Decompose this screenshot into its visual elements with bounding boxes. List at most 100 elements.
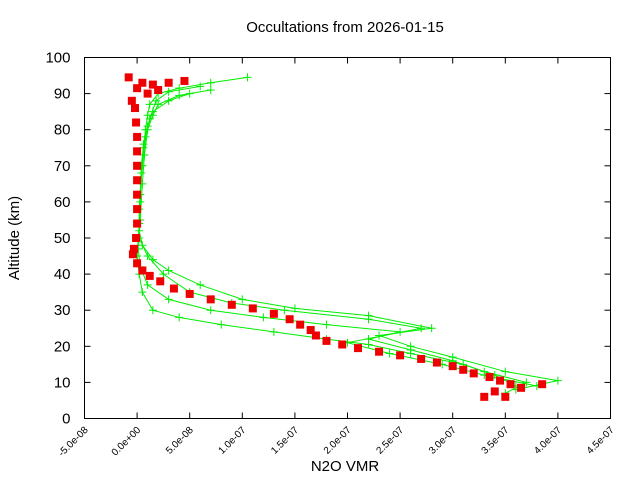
x-tick-label: 4.5e-07 xyxy=(585,425,617,457)
data-point-square xyxy=(128,250,137,259)
data-point-plus xyxy=(364,340,373,349)
series-0 xyxy=(135,73,562,394)
data-point-square xyxy=(338,340,347,349)
data-point-plus xyxy=(154,100,163,109)
data-point-square xyxy=(145,271,154,280)
data-point-plus xyxy=(140,150,149,159)
data-point-plus xyxy=(185,89,194,98)
data-point-plus xyxy=(322,320,331,329)
y-axis-label: Altitude (km) xyxy=(6,196,23,280)
data-point-plus xyxy=(217,320,226,329)
data-point-square xyxy=(180,76,189,85)
data-point-square xyxy=(227,300,236,309)
data-point-plus xyxy=(138,288,147,297)
data-point-plus xyxy=(175,313,184,322)
data-point-square xyxy=(164,78,173,87)
data-point-square xyxy=(133,147,142,156)
data-point-square xyxy=(496,376,505,385)
data-point-square xyxy=(148,80,157,89)
plot-marks xyxy=(124,73,562,401)
data-point-square xyxy=(517,383,526,392)
series-4 xyxy=(124,73,547,401)
data-point-plus xyxy=(364,315,373,324)
plot-frame xyxy=(84,57,611,419)
data-point-square xyxy=(133,132,142,141)
data-point-square xyxy=(154,85,163,94)
data-point-square xyxy=(285,315,294,324)
data-point-square xyxy=(206,295,215,304)
data-point-square xyxy=(322,336,331,345)
x-tick-label: 4.0e-07 xyxy=(532,425,564,457)
x-tick-label: 1.0e-07 xyxy=(217,425,249,457)
data-point-square xyxy=(133,190,142,199)
data-point-square xyxy=(132,234,141,242)
data-point-square xyxy=(133,205,142,214)
x-tick-label: 1.5e-07 xyxy=(269,425,301,457)
data-point-square xyxy=(538,380,547,389)
data-point-plus xyxy=(206,85,215,94)
data-point-plus xyxy=(175,84,184,93)
data-point-plus xyxy=(143,280,152,289)
data-point-square xyxy=(306,326,315,335)
data-point-square xyxy=(127,96,136,105)
x-tick-label: 2.0e-07 xyxy=(322,425,354,457)
data-point-plus xyxy=(259,313,268,322)
data-point-square xyxy=(130,104,139,113)
data-point-plus xyxy=(196,280,205,289)
data-point-square xyxy=(248,304,257,313)
data-point-plus xyxy=(280,306,289,315)
data-point-square xyxy=(129,244,138,253)
data-point-plus xyxy=(243,73,252,82)
data-point-square xyxy=(448,362,457,371)
data-point-plus xyxy=(148,306,157,315)
data-point-plus xyxy=(164,266,173,275)
y-tick-label: 0 xyxy=(62,411,70,428)
data-point-plus xyxy=(139,140,148,149)
data-point-square xyxy=(132,118,141,127)
data-point-plus xyxy=(159,270,168,279)
data-point-square xyxy=(169,284,178,293)
series-2 xyxy=(135,89,541,391)
chart-title: Occultations from 2026-01-15 xyxy=(246,19,444,36)
data-point-plus xyxy=(522,378,531,387)
y-tick-label: 80 xyxy=(54,122,71,139)
y-tick-label: 40 xyxy=(54,266,71,283)
data-point-plus xyxy=(196,82,205,91)
y-tick-label: 60 xyxy=(54,194,71,211)
data-point-square xyxy=(459,365,468,374)
data-point-plus xyxy=(145,100,154,109)
y-tick-label: 30 xyxy=(54,302,71,319)
data-point-square xyxy=(133,259,142,268)
y-tick-label: 100 xyxy=(45,50,70,67)
series-1 xyxy=(134,85,531,398)
x-tick-label: -5.0e-08 xyxy=(57,425,91,459)
data-point-square xyxy=(375,347,384,356)
data-point-square xyxy=(133,84,142,93)
data-point-square xyxy=(417,354,426,363)
series-3 xyxy=(133,82,520,391)
data-point-square xyxy=(138,78,147,87)
data-point-square xyxy=(480,392,489,401)
y-tick-label: 10 xyxy=(54,374,71,391)
data-point-square xyxy=(469,369,478,378)
y-tick-label: 50 xyxy=(54,230,71,247)
data-point-square xyxy=(156,277,165,286)
data-point-square xyxy=(485,372,494,381)
data-point-plus xyxy=(206,306,215,315)
data-point-plus xyxy=(143,252,152,261)
data-point-square xyxy=(296,320,305,329)
data-point-plus xyxy=(164,295,173,304)
y-tick-label: 90 xyxy=(54,86,71,103)
x-tick-label: 3.5e-07 xyxy=(480,425,512,457)
x-tick-label: 5.0e-08 xyxy=(164,425,196,457)
data-point-square xyxy=(133,161,142,170)
data-point-square xyxy=(133,176,142,185)
data-point-square xyxy=(138,266,147,275)
data-point-plus xyxy=(553,376,562,385)
data-point-plus xyxy=(238,295,247,304)
data-point-square xyxy=(185,289,194,298)
data-point-square xyxy=(490,387,499,396)
x-axis-label: N2O VMR xyxy=(311,458,380,475)
